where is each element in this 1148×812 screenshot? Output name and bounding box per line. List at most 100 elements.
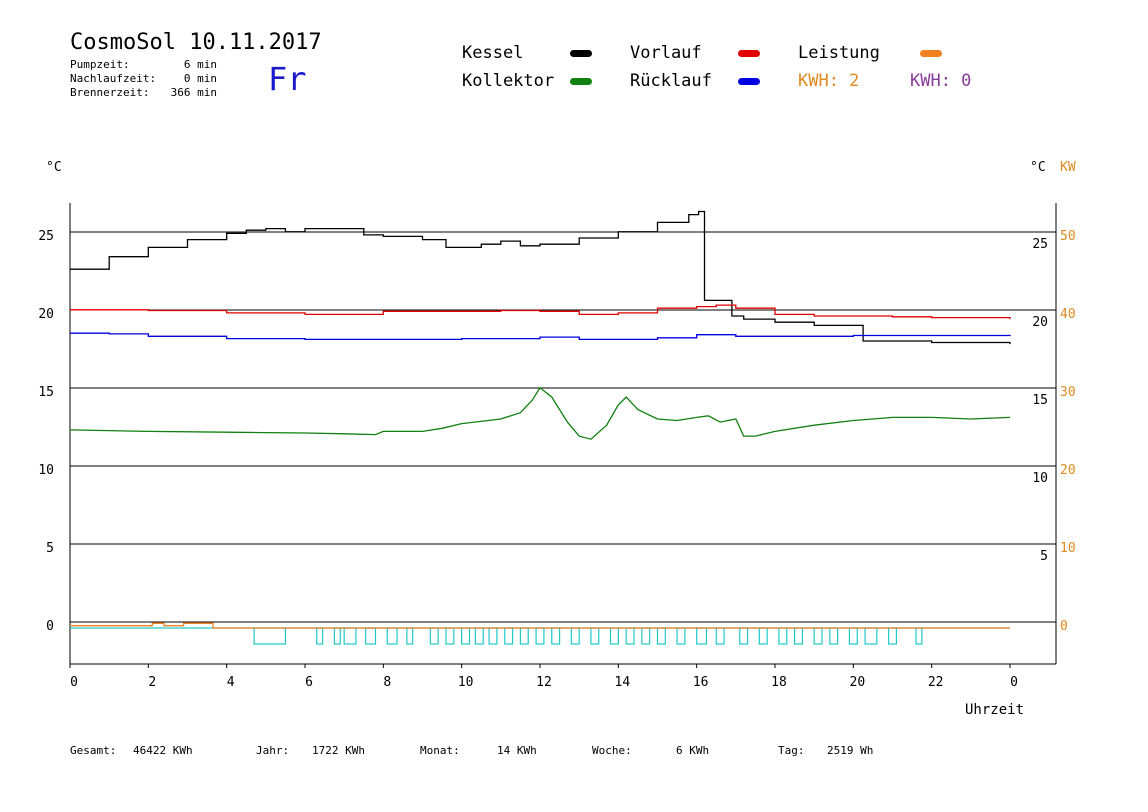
burner-pulse — [429, 627, 439, 645]
stat-value-nachlaufzeit: 0 min — [183, 72, 217, 85]
legend-kollektor-label: Kollektor — [462, 71, 555, 91]
burner-pulse — [864, 627, 878, 645]
burner-pulse — [590, 627, 600, 645]
stat-label-brennerzeit: Brennerzeit: — [70, 86, 150, 99]
stat-label-nachlaufzeit: Nachlaufzeit: — [70, 72, 157, 85]
y-left-tick-label: 5 — [46, 541, 54, 556]
y-right-temp-tick-label: 20 — [1032, 315, 1048, 330]
footer-monat-value: 14 KWh — [497, 744, 537, 757]
burner-pulse — [739, 627, 749, 645]
footer-jahr-value: 1722 KWh — [312, 744, 365, 757]
burner-pulse — [570, 627, 580, 645]
footer-woche-label: Woche: — [592, 744, 632, 757]
y-right-kw-tick-label: 20 — [1060, 463, 1076, 478]
stat-value-pumpzeit: 6 min — [183, 58, 217, 71]
grid-lines — [70, 231, 1056, 623]
series-kessel — [70, 210, 1011, 345]
burner-pulse — [488, 627, 498, 645]
burner-pulse — [715, 627, 725, 645]
axes — [69, 203, 1057, 668]
x-tick-label: 16 — [693, 675, 709, 690]
legend-leistung-swatch — [920, 50, 942, 57]
footer-woche-value: 6 KWh — [676, 744, 710, 757]
series-vorlauf — [70, 304, 1011, 320]
burner-pulse — [813, 627, 823, 645]
burner-pulse — [829, 627, 839, 645]
burner-pulse — [445, 627, 455, 645]
y-left-tick-label: 20 — [38, 307, 54, 322]
y-left-tick-label: 10 — [38, 463, 54, 478]
burner-pulse — [461, 627, 471, 645]
legend-ruecklauf-label: Rücklauf — [630, 71, 712, 91]
y-right-temp-tick-label: 5 — [1040, 549, 1048, 564]
x-tick-label: 20 — [850, 675, 866, 690]
burner-pulse — [758, 627, 768, 645]
series-rcklauf — [70, 332, 1011, 341]
y-left-tick-label: 15 — [38, 385, 54, 400]
burner-pulse — [625, 627, 635, 645]
burner-pulse — [343, 627, 357, 645]
burner-pulse — [504, 627, 514, 645]
x-axis-label: Uhrzeit — [965, 702, 1025, 718]
legend-vorlauf-swatch — [738, 50, 760, 57]
y-right-temp-tick-label: 25 — [1032, 237, 1048, 252]
series-leistung — [70, 622, 1010, 629]
footer-jahr-label: Jahr: — [256, 744, 290, 757]
burner-pulse — [793, 627, 804, 645]
left-axis-unit: °C — [46, 160, 62, 175]
burner-pulse — [676, 627, 686, 645]
burner-pulses — [70, 627, 1010, 645]
weekday-label: Fr — [268, 60, 307, 98]
burner-pulse — [887, 627, 898, 645]
x-tick-label: 0 — [70, 675, 78, 690]
burner-pulse — [848, 627, 858, 645]
burner-pulse — [365, 627, 377, 645]
burner-pulse — [778, 627, 788, 645]
series-kollektor — [69, 386, 1011, 440]
x-tick-label: 18 — [771, 675, 787, 690]
x-tick-label: 10 — [458, 675, 474, 690]
tick-labels: 0 2 4 6 8 10 12 14 16 18 20 22 0 0 5 10 15 20 25 5 10 15 20 25 0… — [38, 229, 1075, 690]
y-right-temp-tick-label: 15 — [1032, 393, 1048, 408]
burner-pulse — [519, 627, 529, 645]
stat-value-brennerzeit: 366 min — [170, 86, 217, 99]
burner-pulse — [535, 627, 545, 645]
x-tick-label: 8 — [383, 675, 391, 690]
x-tick-label: 0 — [1010, 675, 1018, 690]
legend-kwh-2: KWH: 0 — [910, 71, 972, 91]
burner-pulse — [551, 627, 561, 645]
y-right-kw-tick-label: 10 — [1060, 541, 1076, 556]
footer-tag-value: 2519 Wh — [827, 744, 874, 757]
y-right-kw-tick-label: 40 — [1060, 307, 1076, 322]
x-tick-label: 2 — [148, 675, 156, 690]
burner-pulse — [915, 627, 923, 645]
y-right-kw-tick-label: 30 — [1060, 385, 1076, 400]
legend-vorlauf-label: Vorlauf — [630, 43, 702, 63]
burner-pulse — [656, 627, 666, 645]
y-right-temp-tick-label: 10 — [1032, 471, 1048, 486]
x-tick-label: 6 — [305, 675, 313, 690]
y-right-kw-tick-label: 0 — [1060, 619, 1068, 634]
right-axis-unit: °C — [1030, 160, 1046, 175]
burner-pulse — [333, 627, 341, 645]
y-left-tick-label: 0 — [46, 619, 54, 634]
footer-monat-label: Monat: — [420, 744, 460, 757]
y-right-kw-tick-label: 50 — [1060, 229, 1076, 244]
legend-kollektor-swatch — [570, 78, 592, 85]
right-axis-unit-kw: KW — [1060, 160, 1076, 175]
x-tick-label: 12 — [536, 675, 552, 690]
burner-pulse — [386, 627, 398, 645]
legend-ruecklauf-swatch — [738, 78, 760, 85]
legend-kessel-swatch — [570, 50, 592, 57]
burner-pulse — [641, 627, 651, 645]
burner-pulse — [696, 627, 708, 645]
legend-kwh-1: KWH: 2 — [798, 71, 860, 91]
chart-title: CosmoSol 10.11.2017 — [70, 30, 322, 55]
y-left-tick-label: 25 — [38, 229, 54, 244]
footer-gesamt-value: 46422 KWh — [133, 744, 193, 757]
burner-pulse — [406, 627, 414, 645]
legend-leistung-label: Leistung — [798, 43, 880, 63]
footer-tag-label: Tag: — [778, 744, 805, 757]
burner-pulse — [474, 627, 484, 645]
